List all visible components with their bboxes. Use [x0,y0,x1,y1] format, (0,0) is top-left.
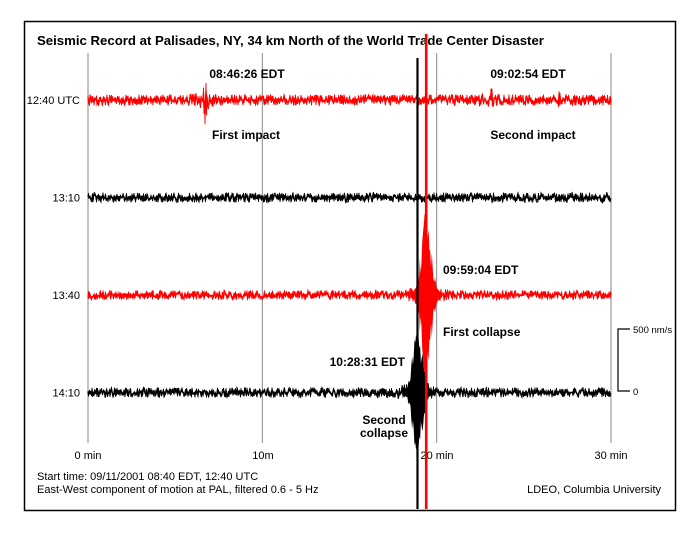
first-collapse-time-annotation: 09:59:04 EDT [443,263,519,277]
seismic-trace-1-core [87,90,612,114]
chart-title: Seismic Record at Palisades, NY, 34 km N… [37,33,544,48]
footer-component-filter: East-West component of motion at PAL, fi… [37,484,318,496]
plot-border [23,20,677,512]
first-impact-label-annotation: First impact [212,128,280,142]
seismic-trace-2-core [87,192,612,203]
second-collapse-time-annotation: 10:28:31 EDT [330,355,406,369]
scale-bar-top-label: 500 nm/s [633,325,672,336]
xtick-20min: 20 min [420,450,453,462]
trace4-start-label: 14:10 [52,388,80,400]
second-impact-time-annotation: 09:02:54 EDT [490,67,566,81]
first-impact-time-annotation: 08:46:26 EDT [209,67,285,81]
trace2-start-label: 13:10 [52,193,80,205]
event-overflow-lines-layer [416,34,428,509]
first-collapse-label-annotation: First collapse [443,325,521,339]
second-collapse-label-line2: collapse [360,426,408,440]
scale-bar-zero-label: 0 [633,387,638,398]
footer-start-time: Start time: 09/11/2001 08:40 EDT, 12:40 … [37,471,258,483]
seismic-trace-3-core [87,288,612,304]
second-impact-label-annotation: Second impact [490,128,575,142]
footer-credit: LDEO, Columbia University [527,484,661,496]
second-collapse-label-line1: Second [362,413,405,427]
trace3-start-label: 13:40 [52,290,80,302]
gridlines-layer [87,53,612,443]
seismic-trace-4-core [87,385,612,401]
trace1-start-label: 12:40 UTC [27,95,80,107]
amplitude-scale-bar [617,328,630,392]
xtick-30min: 30 min [594,450,627,462]
xtick-10m: 10m [252,450,273,462]
xtick-0min: 0 min [75,450,102,462]
